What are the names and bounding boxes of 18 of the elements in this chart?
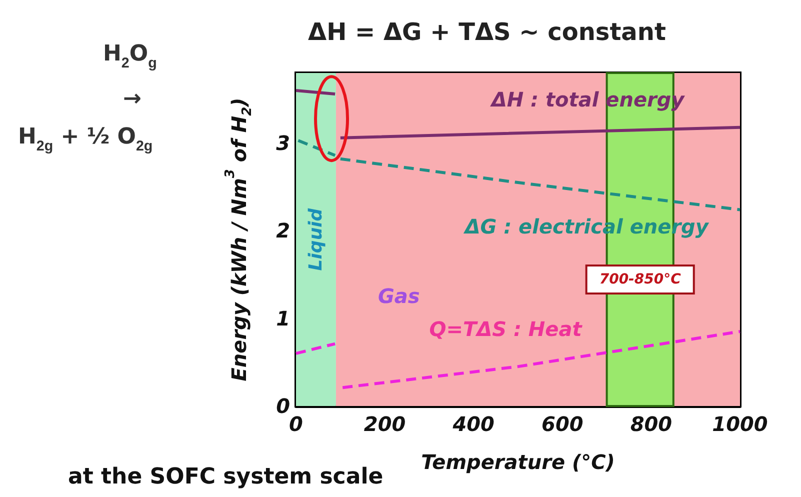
x-tick-label: 400 bbox=[452, 412, 495, 436]
x-tick-label: 800 bbox=[630, 412, 672, 436]
x-tick-label: 1000 bbox=[712, 412, 768, 436]
text: → bbox=[123, 86, 142, 112]
y-tick-label: 0 bbox=[276, 394, 290, 418]
band-label: Liquid bbox=[305, 207, 326, 271]
text: at the SOFC system scale bbox=[68, 464, 384, 490]
annotation: Gas bbox=[378, 284, 420, 308]
chart-title: ΔH = ΔG + TΔS ~ constant bbox=[308, 18, 666, 46]
y-axis-title: Energy (kWh / Nm3 of H2) bbox=[223, 98, 255, 382]
y-tick-label: 3 bbox=[276, 131, 290, 156]
x-tick-label: 200 bbox=[364, 412, 406, 436]
series-label: Q=TΔS : Heat bbox=[429, 316, 584, 341]
y-tick-label: 1 bbox=[276, 306, 290, 330]
y-tick-label: 2 bbox=[276, 218, 290, 243]
x-axis-title: Temperature (°C) bbox=[421, 450, 615, 474]
x-tick-label: 600 bbox=[542, 412, 584, 436]
band-label: 700-850°C bbox=[599, 272, 682, 288]
